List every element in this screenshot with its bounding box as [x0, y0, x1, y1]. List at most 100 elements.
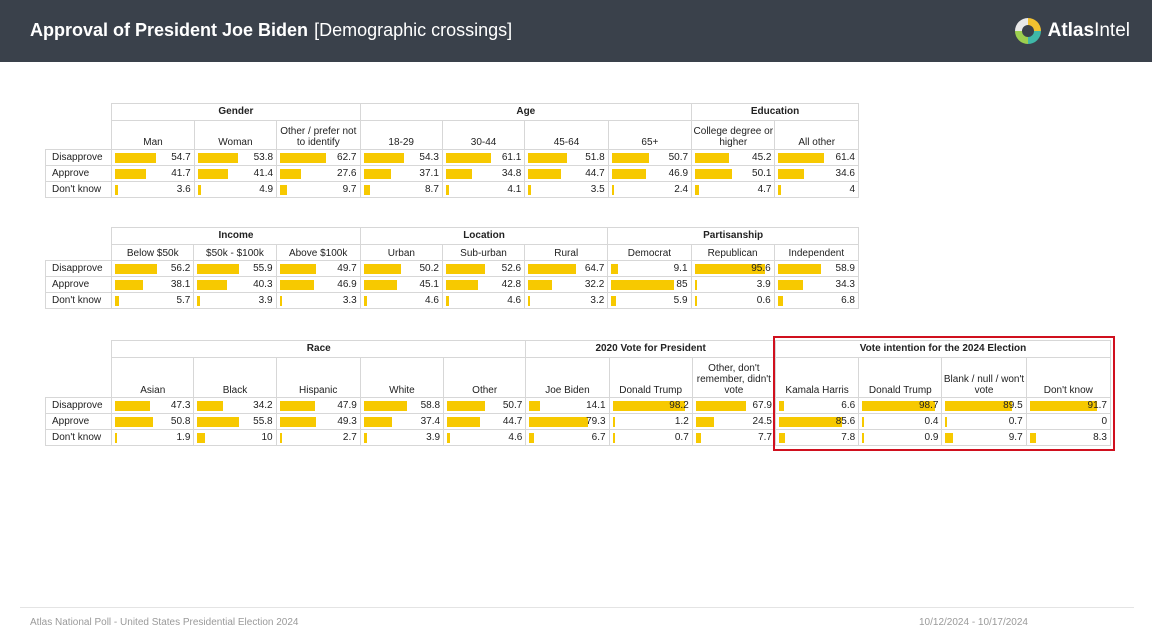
value-bar	[279, 264, 317, 274]
value-label: 9.7	[342, 184, 357, 195]
value-label: 1.2	[674, 416, 689, 427]
value-bar	[778, 433, 785, 443]
group-header-location: Location	[359, 227, 609, 245]
value-bar	[862, 433, 865, 443]
data-cell: 44.7	[524, 165, 609, 182]
column-header-18-29: 18-29	[359, 120, 443, 150]
data-cell: 95.6	[690, 260, 775, 277]
column-header-asian: Asian	[111, 357, 195, 398]
value-label: 49.3	[337, 416, 357, 427]
footer-date-range: 10/12/2024 - 10/17/2024	[919, 617, 1028, 628]
data-cell: 1.9	[111, 429, 195, 446]
value-label: 41.4	[253, 168, 274, 179]
value-label: 56.2	[170, 263, 191, 274]
row-label-dont-know: Don't know	[44, 292, 113, 309]
data-cell: 14.1	[525, 397, 610, 414]
value-bar	[363, 401, 408, 411]
value-bar	[862, 401, 936, 411]
table-corner	[46, 228, 112, 245]
data-cell: 46.9	[275, 276, 361, 293]
value-label: 62.7	[337, 152, 357, 163]
value-bar	[695, 401, 746, 411]
data-cell: 47.9	[275, 397, 361, 414]
value-bar	[280, 185, 288, 195]
column-header-donald-trump: Donald Trump	[608, 357, 693, 398]
value-bar	[363, 433, 367, 443]
value-bar	[528, 296, 531, 306]
value-bar	[777, 296, 783, 306]
value-bar	[778, 169, 805, 179]
value-label: 45.2	[752, 152, 772, 163]
column-header-all-other: All other	[774, 120, 859, 150]
data-cell: 3.9	[690, 276, 775, 293]
value-bar	[778, 401, 784, 411]
column-header-black: Black	[193, 357, 277, 398]
value-bar	[197, 280, 228, 290]
data-cell: 0.6	[690, 292, 775, 309]
value-bar	[1029, 433, 1036, 443]
data-cell: 6.7	[525, 429, 610, 446]
value-bar	[280, 153, 327, 163]
value-bar	[778, 417, 843, 427]
data-cell: 4.1	[441, 181, 526, 198]
column-header-blank-null-won-t-vote: Blank / null / won't vote	[941, 357, 1027, 398]
value-label: 38.1	[170, 279, 191, 290]
value-label: 50.1	[752, 168, 772, 179]
group-header-education: Education	[691, 103, 859, 121]
value-label: 9.7	[1008, 432, 1023, 443]
table-corner	[46, 358, 112, 398]
data-cell: 41.7	[111, 165, 195, 182]
value-label: 42.8	[501, 279, 522, 290]
value-label: 3.9	[426, 432, 441, 443]
value-label: 45.1	[419, 279, 439, 290]
column-header-65: 65+	[607, 120, 693, 150]
value-bar	[611, 185, 614, 195]
value-bar	[528, 280, 552, 290]
value-bar	[778, 185, 782, 195]
value-label: 5.9	[673, 295, 688, 306]
value-bar	[447, 433, 451, 443]
data-cell: 85	[607, 276, 692, 293]
value-label: 85.6	[835, 416, 856, 427]
data-cell: 4.6	[359, 292, 443, 309]
data-cell: 42.8	[441, 276, 526, 293]
value-label: 79.3	[586, 416, 606, 427]
value-bar	[115, 296, 120, 306]
column-header-50k-100k: $50k - $100k	[193, 244, 277, 261]
crosstab-race-vote: Race 2020 Vote for President Vote intentio…	[44, 340, 1112, 446]
value-label: 49.7	[337, 263, 357, 274]
value-label: 41.7	[171, 168, 191, 179]
value-label: 58.9	[835, 263, 855, 274]
value-bar	[777, 264, 822, 274]
value-bar	[611, 153, 650, 163]
group-header-row: Race 2020 Vote for President Vote intentio…	[46, 340, 1112, 358]
value-label: 58.8	[420, 400, 441, 411]
value-label: 0.7	[674, 432, 689, 443]
column-header-hispanic: Hispanic	[275, 357, 361, 398]
data-cell: 27.6	[276, 165, 361, 182]
data-cell: 34.8	[441, 165, 526, 182]
value-bar	[611, 264, 619, 274]
atlas-logo-icon	[1014, 18, 1041, 44]
data-cell: 54.7	[111, 149, 195, 166]
column-header-other: Other	[443, 357, 527, 398]
data-cell: 49.7	[275, 260, 361, 277]
column-header-college-degree-or-higher: College degree or higher	[691, 120, 776, 150]
data-cell: 2.7	[275, 429, 361, 446]
value-bar	[445, 185, 449, 195]
value-label: 14.1	[586, 400, 606, 411]
data-cell: 4.7	[691, 181, 776, 198]
value-label: 4.6	[507, 295, 522, 306]
data-cell: 44.7	[443, 413, 527, 430]
title-subtitle: [Demographic crossings]	[314, 20, 513, 40]
data-cell: 3.5	[524, 181, 609, 198]
data-cell: 3.2	[524, 292, 609, 309]
value-bar	[612, 417, 615, 427]
value-bar	[695, 417, 714, 427]
data-cell: 38.1	[111, 276, 195, 293]
data-cell: 64.7	[524, 260, 609, 277]
table-corner	[46, 341, 112, 358]
value-label: 34.3	[835, 279, 855, 290]
value-bar	[445, 264, 485, 274]
value-bar	[528, 185, 531, 195]
